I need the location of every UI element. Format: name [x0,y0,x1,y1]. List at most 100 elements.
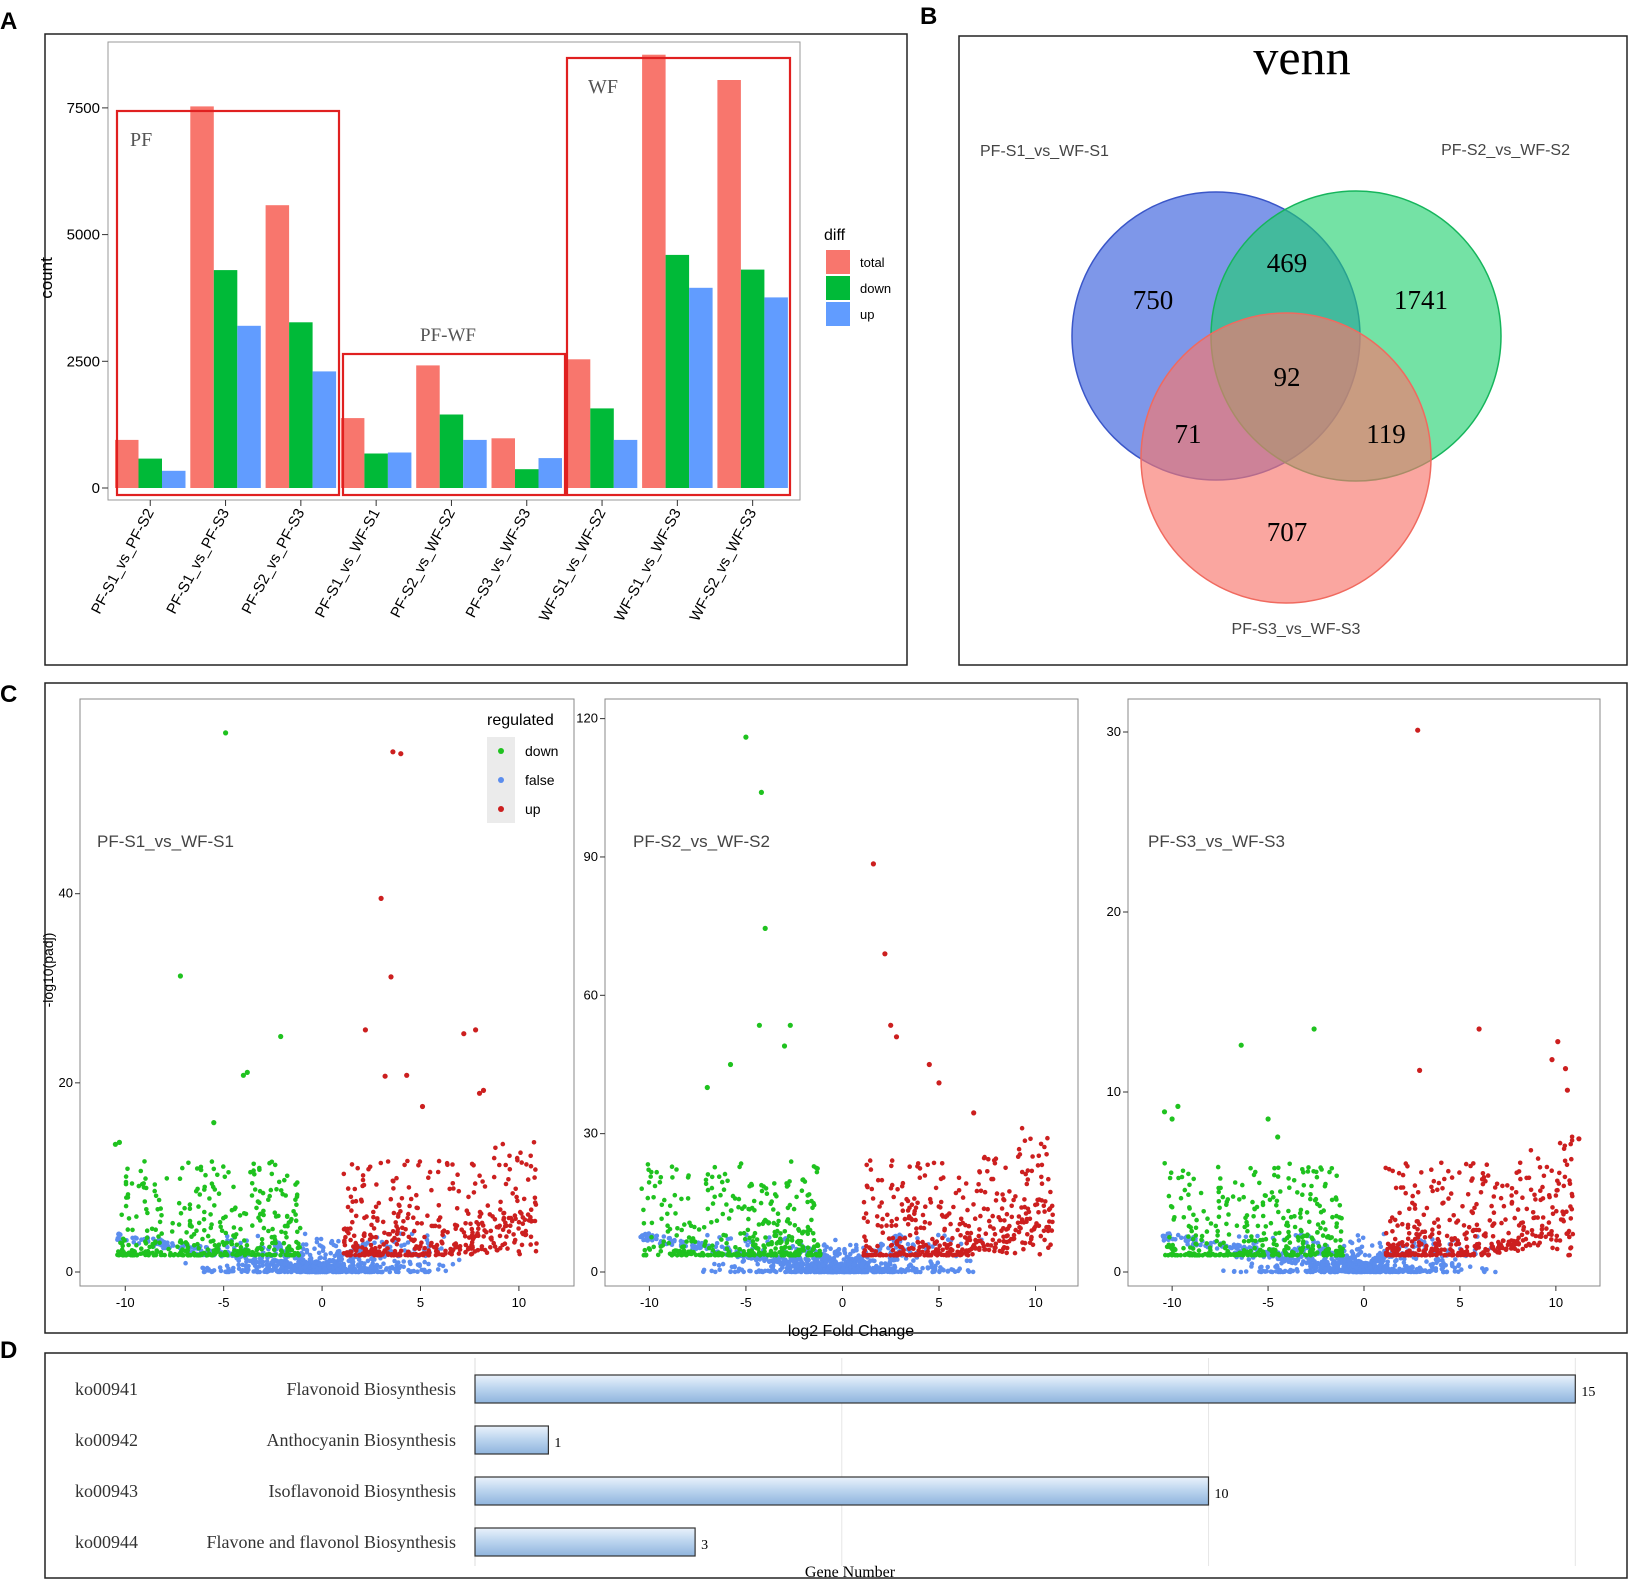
volcano-point [348,1249,353,1255]
volcano-point [335,1262,341,1267]
volcano-point [283,1230,288,1236]
volcano-point [480,1087,487,1093]
volcano-point [716,1262,722,1268]
volcano-point [284,1213,290,1219]
volcano-point [1400,1172,1406,1178]
volcano-point [294,1239,299,1245]
volcano-point [393,1220,399,1225]
volcano-title: PF-S3_vs_WF-S3 [1148,832,1285,851]
volcano-point [870,861,877,867]
volcano-point [814,1169,820,1175]
volcano-point [885,1212,890,1218]
volcano-point [820,1262,826,1268]
volcano-point [1175,1232,1181,1238]
volcano-point [126,1250,132,1256]
volcano-point [189,1234,194,1239]
volcano-point [808,1252,813,1258]
volcano-point [891,1194,896,1200]
volcano-point [1433,1247,1438,1253]
volcano-point [646,1167,651,1173]
panel-b-venn: venn PF-S1_vs_WF-S1 PF-S2_vs_WF-S2 PF-S3… [958,29,1628,666]
volcano-point [1041,1203,1047,1209]
volcano-point [742,1204,747,1209]
volcano-point [1017,1152,1023,1157]
volcano-point [362,1261,367,1266]
volcano-point [1448,1242,1454,1247]
volcano-point [1186,1192,1191,1197]
volcano-point [1470,1228,1476,1234]
volcano-point [211,1120,217,1126]
volcano-point [149,1226,155,1232]
volcano-point [341,1171,347,1177]
volcano-point [945,1237,951,1242]
volcano-point [472,1181,478,1186]
volcano-point [935,1260,941,1265]
volcano-point [229,1207,235,1213]
volcano-point [152,1182,158,1187]
volcano-point [365,1258,371,1264]
volcano-point [1400,1243,1406,1249]
volcano-point [450,1248,455,1254]
volcano-point [317,1255,323,1261]
volcano-point [1314,1265,1319,1270]
volcano-point [308,1256,314,1262]
volcano-point [320,1248,326,1253]
volcano-point [649,1234,654,1240]
volcano-point [985,1206,990,1212]
volcano-point [911,1258,916,1263]
volcano-point [793,1252,798,1258]
volcano-point [116,1231,121,1237]
volcano-point [385,1251,391,1256]
volcano-point [503,1181,509,1187]
volcano-point [270,1260,275,1265]
volcano-point [822,1242,827,1247]
volcano-point [115,1252,120,1258]
volcano-point [1451,1213,1456,1218]
volcano-point [912,1211,917,1217]
volcano-point [242,1238,247,1243]
volcano-point [1397,1252,1403,1258]
volcano-point [1334,1221,1340,1226]
volcano-point [737,1247,742,1252]
volcano-xtick-label: -10 [1163,1295,1182,1310]
volcano-point [692,1239,698,1244]
volcano-point [1410,1200,1415,1206]
volcano-point [385,1159,391,1164]
volcano-point [1041,1228,1047,1234]
volcano-point [732,1196,738,1201]
volcano-point [388,974,394,980]
volcano-point [147,1244,152,1250]
volcano-point [992,1248,997,1254]
volcano-point [641,1237,646,1243]
volcano-point [520,1215,526,1220]
volcano-point [875,1222,881,1228]
volcano-point [778,1267,783,1273]
volcano-point [787,1221,793,1226]
volcano-point [1277,1268,1283,1273]
volcano-point [1282,1248,1287,1253]
volcano-point [187,1223,193,1229]
volcano-point [495,1248,500,1253]
volcano-point [134,1214,139,1219]
volcano-point [784,1251,790,1257]
volcano-point [1354,1247,1360,1252]
volcano-point [828,1262,833,1267]
venn-region-all: 92 [1274,362,1301,392]
volcano-point [854,1255,860,1261]
volcano-point [690,1245,695,1251]
volcano-point [646,1180,652,1185]
volcano-point [865,1184,870,1190]
volcano-point [440,1229,446,1235]
volcano-point [1410,1193,1415,1199]
volcano-point [1176,1175,1181,1181]
volcano-point [369,1263,374,1269]
volcano-point [863,1211,869,1216]
volcano-point [373,1234,379,1240]
volcano-point [879,1177,885,1183]
volcano-point [875,1243,880,1249]
volcano-point [1300,1241,1306,1246]
volcano-point [1251,1214,1256,1219]
volcano-point [914,1266,919,1272]
volcano-point [895,1257,900,1262]
volcano-point [1430,1188,1435,1194]
